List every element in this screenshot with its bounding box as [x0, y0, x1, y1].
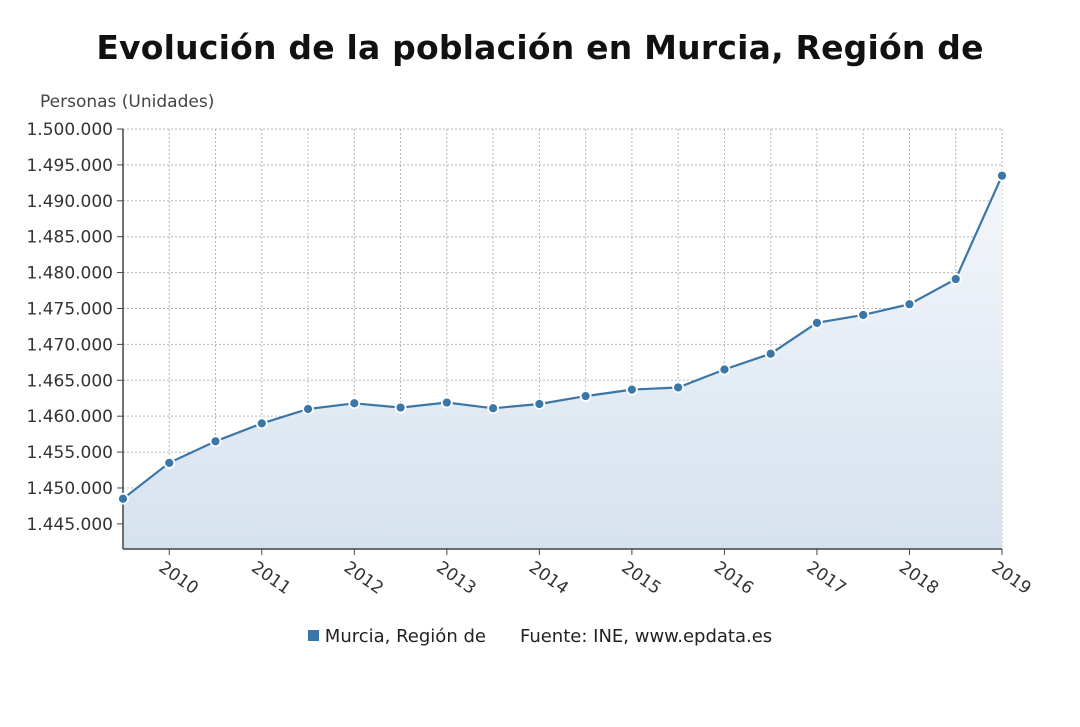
y-tick-label: 1.490.000 [26, 192, 113, 212]
data-point [302, 403, 314, 415]
x-tick-label: 2011 [247, 558, 294, 599]
x-tick-label: 2018 [895, 558, 942, 599]
data-point [857, 309, 870, 321]
data-point [949, 273, 962, 285]
x-tick-label: 2015 [618, 558, 665, 599]
series-area [123, 175, 1002, 549]
x-tick-label: 2019 [988, 558, 1035, 599]
y-tick-label: 1.450.000 [26, 479, 113, 499]
x-tick-label: 2010 [155, 558, 202, 599]
x-tick-label: 2012 [340, 558, 387, 599]
y-tick-label: 1.455.000 [26, 443, 113, 463]
legend-series-label: Murcia, Región de [324, 626, 486, 647]
data-point [117, 492, 129, 505]
y-tick-label: 1.475.000 [26, 299, 113, 319]
source-label: Fuente: INE, www.epdata.es [519, 626, 773, 647]
data-point [811, 316, 823, 329]
data-point [255, 417, 268, 430]
data-point [903, 298, 916, 311]
x-tick-label: 2013 [433, 558, 480, 599]
data-point [209, 435, 222, 448]
data-point [348, 397, 361, 410]
data-point [625, 383, 638, 396]
data-point [672, 381, 685, 394]
x-tick-label: 2017 [803, 558, 850, 599]
legend: Murcia, Región de Fuente: INE, www.epdata… [0, 626, 1080, 647]
data-point [764, 347, 777, 360]
data-point [996, 169, 1008, 182]
y-tick-label: 1.495.000 [26, 156, 113, 176]
data-point [440, 396, 453, 409]
legend-swatch [307, 630, 319, 641]
y-tick-label: 1.465.000 [26, 371, 113, 391]
y-tick-label: 1.445.000 [26, 515, 113, 535]
x-tick-label: 2014 [525, 558, 572, 599]
data-point [533, 398, 546, 410]
data-point [163, 456, 176, 469]
data-point [718, 363, 731, 376]
y-tick-label: 1.500.000 [26, 120, 113, 140]
y-axis-label: Personas (Unidades) [40, 92, 215, 112]
series-line [122, 175, 1004, 500]
y-tick-label: 1.485.000 [26, 228, 113, 248]
y-tick-label: 1.480.000 [26, 264, 113, 284]
y-tick-label: 1.460.000 [26, 407, 113, 427]
data-point [579, 390, 592, 402]
chart-title: Evolución de la población en Murcia, Reg… [96, 28, 984, 67]
data-point [394, 401, 407, 414]
data-point [487, 402, 500, 415]
y-tick-label: 1.470.000 [26, 335, 113, 355]
x-tick-label: 2016 [710, 558, 757, 599]
